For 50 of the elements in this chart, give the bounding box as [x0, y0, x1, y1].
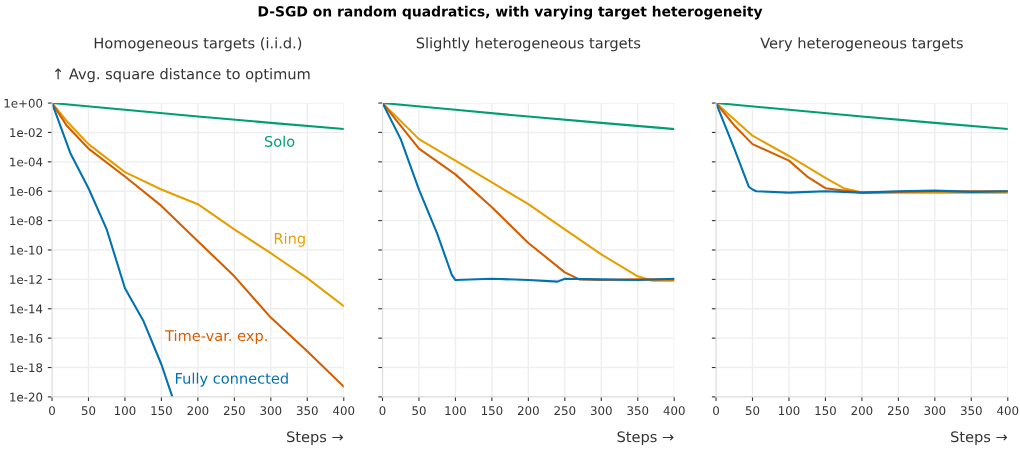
- x-tick-label: 50: [745, 406, 760, 416]
- series-label: Time-var. exp.: [165, 329, 267, 345]
- y-tick-label: 1e-02: [10, 128, 42, 138]
- x-tick-label: 250: [887, 406, 909, 416]
- chart-title: Slightly heterogeneous targets: [416, 37, 641, 52]
- x-tick-label: 0: [49, 406, 55, 416]
- chart-title: Homogeneous targets (i.i.d.): [94, 37, 302, 52]
- y-tick-label: 1e-08: [10, 216, 43, 226]
- y-tick-label: 1e-10: [10, 245, 43, 255]
- x-tick-label: 350: [960, 406, 982, 416]
- y-tick-label: 1e-16: [10, 333, 43, 343]
- x-tick-label: 300: [260, 406, 282, 416]
- x-tick-label: 200: [851, 406, 873, 416]
- x-tick-label: 400: [333, 406, 355, 416]
- y-tick-label: 1e-12: [10, 275, 42, 285]
- x-tick-label: 150: [481, 406, 503, 416]
- y-tick-label: 1e-06: [10, 186, 43, 196]
- y-tick-label: 1e-14: [10, 304, 43, 314]
- x-tick-label: 150: [815, 406, 836, 416]
- x-tick-label: 300: [590, 406, 612, 416]
- x-tick-label: 100: [779, 406, 800, 416]
- x-tick-label: 150: [151, 406, 172, 416]
- chart-title: Very heterogeneous targets: [760, 37, 963, 52]
- x-tick-label: 100: [114, 406, 136, 416]
- x-tick-label: 400: [997, 406, 1019, 416]
- x-tick-label: 0: [379, 406, 386, 416]
- y-axis-title: ↑ Avg. square distance to optimum: [55, 68, 310, 83]
- x-tick-label: 350: [627, 406, 649, 416]
- x-tick-label: 350: [296, 406, 318, 416]
- x-tick-label: 250: [554, 406, 576, 416]
- x-tick-label: 200: [517, 406, 539, 416]
- x-tick-label: 300: [924, 406, 946, 416]
- x-axis-title: Steps →: [951, 431, 1008, 446]
- x-axis-title: Steps →: [617, 431, 674, 446]
- x-tick-label: 0: [713, 406, 720, 416]
- y-tick-label: 1e-20: [10, 392, 43, 402]
- x-tick-label: 400: [663, 406, 685, 416]
- y-tick-label: 1e-04: [10, 157, 43, 167]
- x-tick-label: 250: [223, 406, 245, 416]
- series-label: Ring: [274, 232, 305, 247]
- series-label: Fully connected: [175, 372, 288, 387]
- x-tick-label: 200: [187, 406, 209, 416]
- x-tick-label: 100: [445, 406, 466, 416]
- series-label: Solo: [264, 135, 295, 147]
- x-tick-label: 50: [412, 406, 426, 416]
- x-tick-label: 50: [81, 406, 96, 416]
- text: D-SGD on random quadratics, with varying target heterogeneity: [258, 5, 763, 20]
- y-tick-label: 1e+00: [4, 98, 43, 108]
- y-tick-label: 1e-18: [10, 363, 43, 373]
- x-axis-title: Steps →: [287, 431, 344, 446]
